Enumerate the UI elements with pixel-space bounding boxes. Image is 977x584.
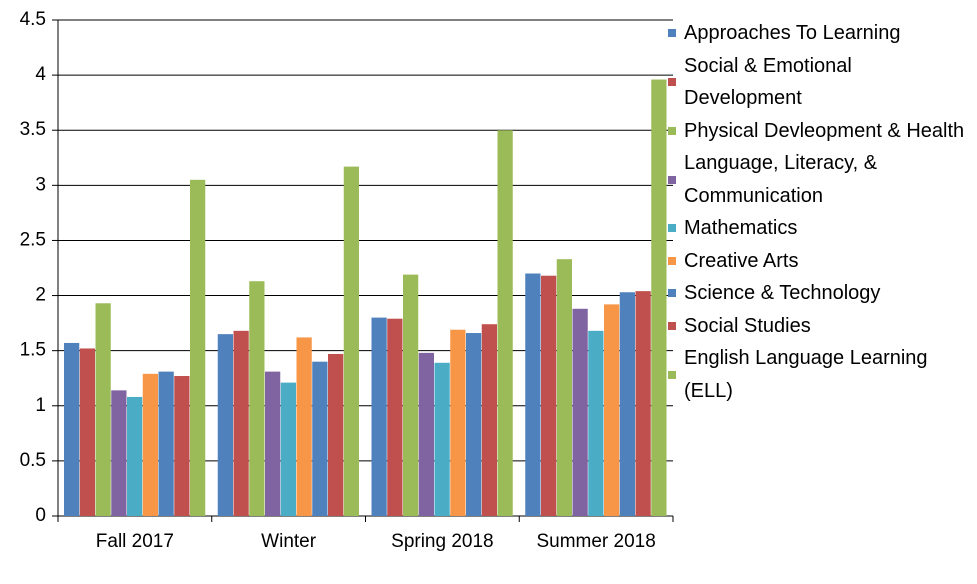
y-tick-label: 3.5 (20, 119, 46, 140)
legend-item: Language, Literacy, & Communication (668, 147, 973, 212)
legend-label: Mathematics (684, 217, 798, 239)
bar (403, 274, 419, 516)
bar (434, 362, 450, 516)
y-tick-label: 2.5 (20, 229, 46, 250)
x-tick-label: Winter (261, 531, 317, 552)
bar (296, 337, 312, 516)
legend-item: Mathematics (668, 212, 973, 245)
bar (371, 317, 387, 516)
legend-marker (668, 78, 676, 86)
bar (466, 333, 482, 516)
bar (95, 303, 111, 516)
legend-label: Social Studies (684, 314, 811, 337)
bar (588, 330, 604, 516)
legend-item: Approaches To Learning (668, 17, 973, 50)
legend-item: Creative Arts (668, 245, 973, 278)
bar (174, 376, 190, 516)
bar (497, 130, 513, 516)
legend-item: Social Studies (668, 310, 973, 343)
bar (541, 275, 557, 516)
x-tick-label: Summer 2018 (536, 531, 656, 552)
y-tick-label: 0.5 (20, 450, 46, 471)
legend-item: Social & Emotional Development (668, 50, 973, 115)
bar (190, 179, 206, 517)
bar (572, 308, 588, 516)
bar (111, 390, 127, 516)
bar (525, 273, 541, 516)
legend-marker (668, 29, 676, 38)
legend-marker (668, 126, 676, 135)
legend-label: Language, Literacy, & Communication (684, 152, 878, 207)
bar (217, 334, 233, 516)
y-tick-label: 1.5 (20, 340, 46, 361)
y-tick-label: 4 (35, 64, 46, 85)
bar (158, 371, 174, 516)
bar (233, 330, 249, 516)
x-tick-label: Fall 2017 (95, 531, 174, 552)
bar (79, 348, 95, 516)
legend-label: English Language Learning (ELL) (684, 347, 928, 402)
y-tick-label: 4.5 (20, 9, 46, 30)
legend-item: English Language Learning (ELL) (668, 342, 973, 407)
x-tick-label: Spring 2018 (391, 531, 494, 552)
bar (127, 396, 143, 516)
bar (265, 371, 281, 516)
legend-label: Approaches To Learning (684, 22, 901, 44)
legend-item: Physical Devleopment & Health (668, 115, 973, 148)
bar (142, 373, 158, 516)
legend-marker (668, 224, 676, 233)
legend-label: Social & Emotional Development (684, 54, 852, 110)
bar (556, 259, 572, 516)
legend-marker (668, 370, 676, 379)
bar (64, 342, 80, 516)
legend-marker (668, 175, 676, 184)
legend-label: Creative Arts (684, 249, 799, 272)
bar (249, 281, 265, 516)
bar (604, 304, 620, 516)
bar (280, 382, 296, 516)
y-tick-label: 3 (35, 174, 46, 195)
y-tick-label: 0 (35, 505, 46, 526)
bar (387, 318, 403, 516)
bar (418, 352, 434, 516)
bar (619, 292, 635, 516)
legend-label: Physical Devleopment & Health (684, 119, 965, 142)
bar (635, 291, 651, 516)
legend: Approaches To Learning Social & Emotional… (668, 17, 973, 407)
bar (343, 166, 359, 516)
legend-marker (668, 321, 676, 330)
legend-item: Science & Technology (668, 277, 973, 310)
y-tick-label: 2 (35, 285, 46, 306)
bar (328, 353, 344, 516)
legend-label: Science & Technology (684, 282, 881, 304)
y-tick-label: 1 (35, 395, 46, 416)
bar (450, 329, 466, 516)
bar (651, 79, 667, 517)
legend-marker (668, 256, 676, 265)
bar (481, 324, 497, 516)
bar (312, 361, 328, 516)
legend-marker (668, 289, 676, 298)
